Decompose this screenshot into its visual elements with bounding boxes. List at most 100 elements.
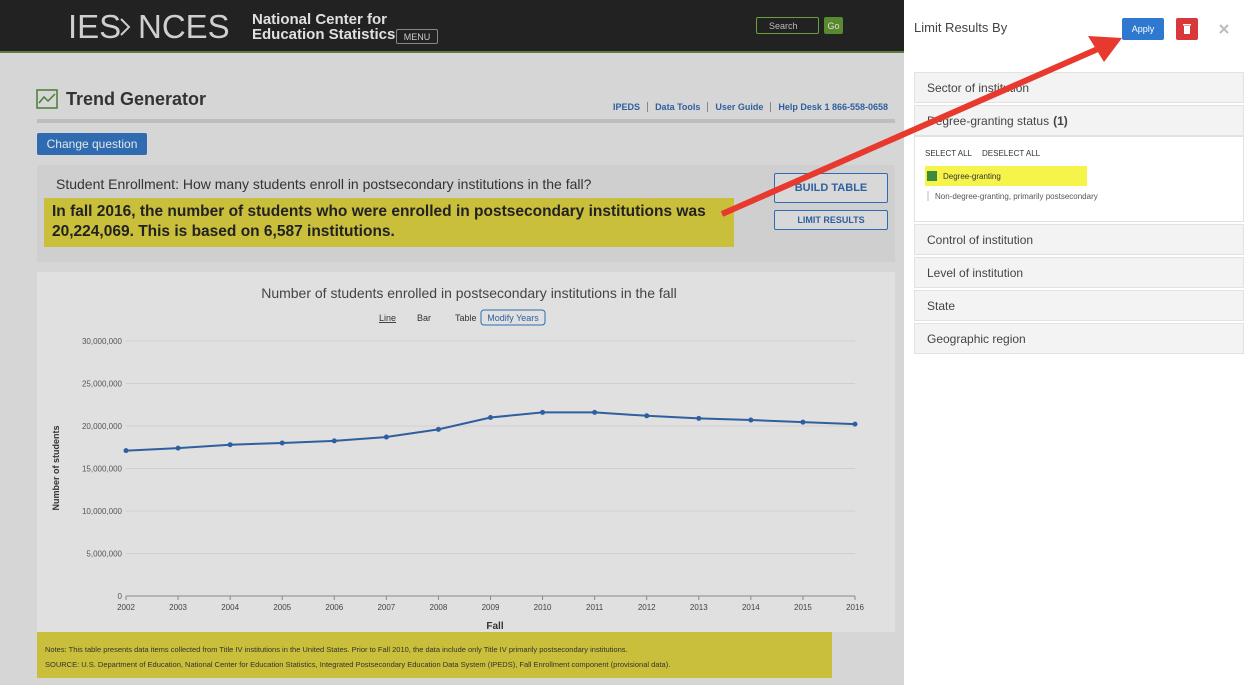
logo-chevron (120, 18, 131, 36)
y-tick-label: 25,000,000 (82, 380, 123, 389)
option-label: Degree-granting (943, 171, 1001, 181)
y-axis-label: Number of students (51, 425, 61, 510)
filter-option[interactable]: Degree-granting (925, 166, 1087, 186)
x-tick-label: 2013 (690, 603, 708, 612)
build-table[interactable]: BUILD TABLE (774, 173, 888, 203)
data-point (331, 438, 337, 444)
filter-name: Sector of institution (927, 81, 1030, 95)
x-tick-label: 2009 (482, 603, 500, 612)
filter-header[interactable]: State (914, 290, 1244, 321)
data-point (435, 426, 441, 432)
filter-header[interactable]: Degree-granting status (1) (914, 105, 1244, 136)
y-tick-label: 0 (118, 592, 123, 601)
filter-header[interactable]: Control of institution (914, 224, 1244, 255)
view-link[interactable]: Line (379, 313, 396, 323)
logo-ies: IES (68, 8, 122, 45)
x-tick-label: 2016 (846, 603, 864, 612)
data-point (227, 442, 233, 448)
y-tick-label: 20,000,000 (82, 422, 123, 431)
filter-option[interactable]: Non-degree-granting, primarily postsecon… (925, 186, 1098, 206)
menu-button[interactable]: MENU (396, 29, 438, 44)
x-tick-label: 2006 (325, 603, 343, 612)
data-point (279, 440, 285, 446)
data-point (488, 415, 493, 420)
delete-button[interactable] (1176, 18, 1198, 40)
chart-views: Line Bar Table (379, 313, 477, 323)
filter-name: State (927, 299, 956, 313)
page-links: IPEDS Data Tools User Guide Help Desk 1 866… (606, 102, 895, 112)
data-point (123, 448, 129, 454)
x-axis-label: Fall (486, 621, 503, 632)
deselect-all[interactable]: DESELECT ALL (982, 149, 1041, 158)
nav-link[interactable]: Help Desk 1 866-558-0658 (770, 102, 895, 112)
page-title: Trend Generator (66, 89, 207, 109)
filter-body: SELECT ALL DESELECT ALL Degree-granting Non… (914, 136, 1244, 222)
y-tick-label: 10,000,000 (82, 507, 123, 516)
nav-link[interactable]: IPEDS (613, 102, 641, 112)
trend-icon (36, 89, 58, 109)
search-go[interactable]: Go (824, 17, 843, 34)
checkbox[interactable] (927, 191, 929, 201)
nav-link[interactable]: Data Tools (647, 102, 707, 112)
modify-years-box[interactable] (480, 309, 546, 326)
limit-results[interactable]: LIMIT RESULTS (774, 210, 888, 230)
panel-title: Limit Results By (914, 20, 1008, 35)
source-text: SOURCE: U.S. Department of Education, Na… (45, 660, 671, 669)
org-name: National Center for Education Statistics (252, 12, 395, 42)
change-question[interactable]: Change question (37, 133, 147, 155)
filter-name: Geographic region (927, 332, 1026, 346)
modify-years[interactable]: Modify Years (487, 313, 539, 323)
view-link[interactable]: Table (455, 313, 477, 323)
notes: Notes: This table presents data items co… (37, 632, 832, 678)
data-point (800, 419, 806, 425)
site-header: IES NCES National Center for Education St… (0, 0, 904, 53)
filter-name: Level of institution (927, 266, 1024, 280)
select-row: SELECT ALL DESELECT ALL (925, 149, 1233, 158)
search-input[interactable]: Search (756, 17, 819, 34)
notes-text: Notes: This table presents data items co… (45, 645, 628, 654)
y-tick-label: 30,000,000 (82, 337, 123, 346)
checkbox[interactable] (927, 171, 937, 181)
x-tick-label: 2002 (117, 603, 135, 612)
data-point (644, 413, 650, 419)
filter-header[interactable]: Geographic region (914, 323, 1244, 354)
select-all[interactable]: SELECT ALL (925, 149, 972, 158)
data-point (592, 409, 598, 415)
nav-link[interactable]: User Guide (707, 102, 770, 112)
answer: In fall 2016, the number of students who… (44, 198, 734, 247)
x-tick-label: 2010 (534, 603, 552, 612)
close-button[interactable] (1216, 20, 1232, 38)
x-tick-label: 2008 (430, 603, 448, 612)
data-point (540, 409, 546, 415)
chart: Number of students enrolled in postsecon… (37, 272, 895, 632)
logo-nces: NCES (138, 8, 230, 45)
x-tick-label: 2005 (273, 603, 291, 612)
y-tick-label: 15,000,000 (82, 465, 123, 474)
data-point (852, 421, 858, 427)
x-tick-label: 2012 (638, 603, 656, 612)
data-point (696, 415, 702, 421)
filter-list: Sector of institution Degree-granting sta… (904, 72, 1244, 356)
filter-name: Degree-granting status (927, 114, 1050, 128)
view-link[interactable]: Bar (417, 313, 431, 323)
option-label: Non-degree-granting, primarily postsecon… (935, 191, 1098, 201)
data-point (383, 434, 389, 440)
org-line: National Center for (252, 11, 388, 28)
filter-count: (1) (1053, 114, 1068, 128)
x-tick-label: 2014 (742, 603, 760, 612)
x-tick-label: 2015 (794, 603, 812, 612)
filter-header[interactable]: Level of institution (914, 257, 1244, 288)
filter-name: Control of institution (927, 233, 1034, 247)
x-tick-label: 2004 (221, 603, 239, 612)
data-point (748, 417, 754, 423)
org-line: Education Statistics (252, 26, 396, 43)
x-tick-label: 2007 (377, 603, 395, 612)
question: Student Enrollment: How many students en… (56, 176, 592, 192)
side-panel: Limit Results By Apply Sector of institu… (904, 0, 1244, 685)
y-tick-label: 5,000,000 (86, 550, 122, 559)
chart-title: Number of students enrolled in postsecon… (261, 285, 677, 301)
x-tick-label: 2011 (586, 603, 604, 612)
apply-button[interactable]: Apply (1122, 18, 1164, 40)
filter-header[interactable]: Sector of institution (914, 72, 1244, 103)
